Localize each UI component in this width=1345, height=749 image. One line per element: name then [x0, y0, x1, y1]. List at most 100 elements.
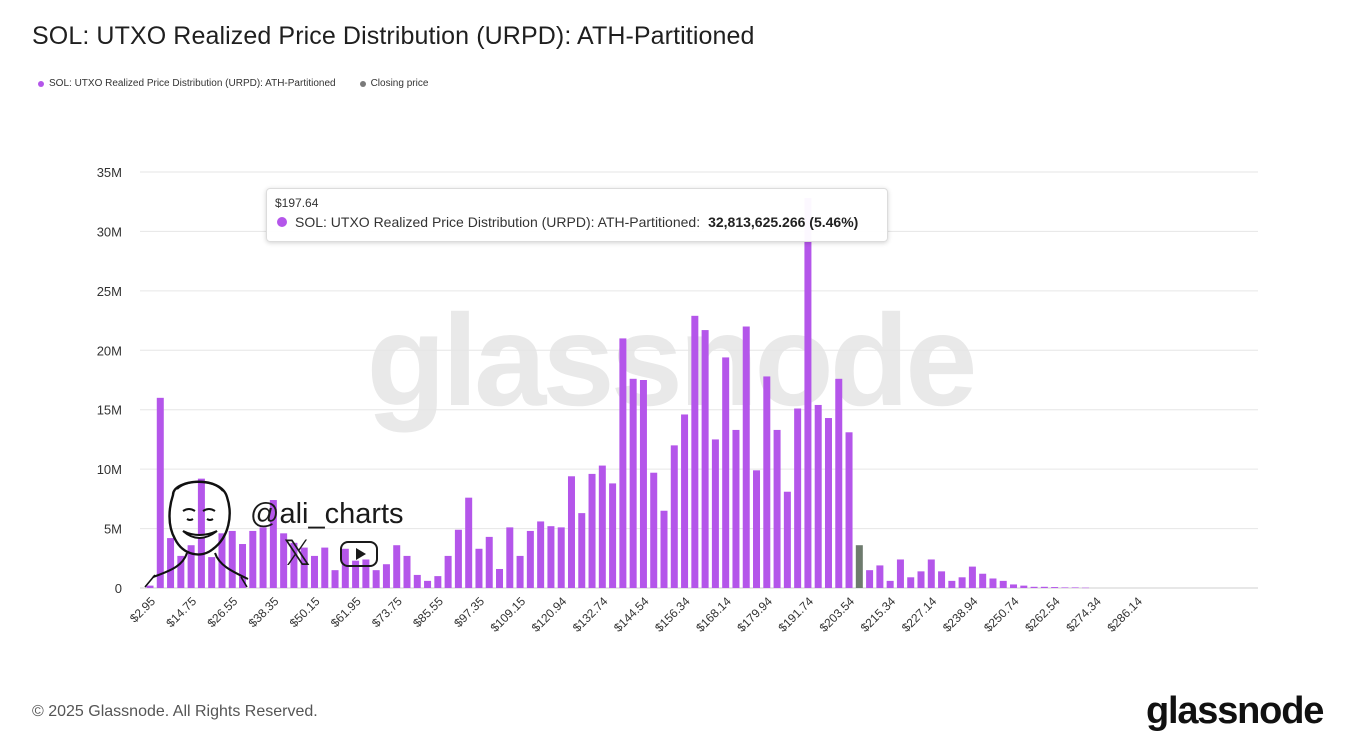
- urpd-bar[interactable]: [239, 544, 247, 588]
- x-tick-label: $144.54: [611, 594, 652, 635]
- urpd-bar[interactable]: [948, 580, 956, 588]
- urpd-bar[interactable]: [1040, 586, 1048, 588]
- urpd-bar[interactable]: [444, 555, 452, 588]
- urpd-bar[interactable]: [454, 529, 462, 588]
- urpd-bar[interactable]: [1030, 586, 1038, 588]
- urpd-bar[interactable]: [927, 559, 935, 588]
- urpd-bar[interactable]: [218, 533, 226, 588]
- urpd-bar[interactable]: [434, 576, 442, 588]
- urpd-bar[interactable]: [475, 548, 483, 588]
- urpd-bar[interactable]: [578, 513, 586, 588]
- urpd-bar[interactable]: [999, 580, 1007, 588]
- urpd-bar[interactable]: [917, 571, 925, 588]
- urpd-bar[interactable]: [526, 530, 534, 588]
- urpd-bar[interactable]: [393, 545, 401, 588]
- urpd-bar[interactable]: [403, 555, 411, 588]
- urpd-bar[interactable]: [382, 564, 390, 588]
- urpd-bar[interactable]: [321, 547, 329, 588]
- urpd-bar[interactable]: [794, 408, 802, 588]
- urpd-bar[interactable]: [783, 491, 791, 588]
- x-tick-label: $274.34: [1063, 594, 1104, 635]
- urpd-bar[interactable]: [824, 418, 832, 588]
- urpd-bar[interactable]: [845, 432, 853, 588]
- urpd-bar[interactable]: [763, 376, 771, 588]
- urpd-bar[interactable]: [711, 439, 719, 588]
- urpd-bar[interactable]: [742, 326, 750, 588]
- urpd-bar[interactable]: [639, 380, 647, 588]
- urpd-bar[interactable]: [485, 536, 493, 588]
- urpd-bar[interactable]: [547, 526, 555, 588]
- urpd-bar[interactable]: [670, 445, 678, 588]
- urpd-bar[interactable]: [331, 570, 339, 588]
- urpd-bar[interactable]: [290, 542, 298, 588]
- urpd-bar[interactable]: [989, 578, 997, 588]
- closing-price-bar[interactable]: [855, 545, 863, 588]
- urpd-bar[interactable]: [1020, 585, 1028, 588]
- urpd-bar[interactable]: [958, 577, 966, 588]
- urpd-bar[interactable]: [146, 585, 154, 588]
- urpd-bar[interactable]: [979, 573, 987, 588]
- urpd-bar[interactable]: [310, 555, 318, 588]
- urpd-bar[interactable]: [1081, 587, 1089, 589]
- urpd-bar[interactable]: [197, 478, 205, 588]
- x-tick-label: $73.75: [369, 594, 405, 630]
- urpd-bar[interactable]: [537, 521, 545, 588]
- urpd-bar[interactable]: [629, 378, 637, 588]
- urpd-bar[interactable]: [465, 497, 473, 588]
- urpd-bar[interactable]: [732, 429, 740, 588]
- urpd-bar[interactable]: [567, 476, 575, 588]
- urpd-bar[interactable]: [866, 570, 874, 588]
- urpd-bar[interactable]: [557, 527, 565, 588]
- urpd-bar[interactable]: [1051, 587, 1059, 588]
- urpd-bar[interactable]: [804, 197, 812, 588]
- urpd-bar[interactable]: [896, 559, 904, 588]
- tooltip-series-label: SOL: UTXO Realized Price Distribution (U…: [295, 214, 701, 230]
- urpd-bar[interactable]: [701, 330, 709, 588]
- urpd-bar[interactable]: [249, 530, 257, 588]
- urpd-bar[interactable]: [876, 565, 884, 588]
- urpd-bar[interactable]: [280, 533, 288, 588]
- urpd-bar[interactable]: [650, 472, 658, 588]
- urpd-bar[interactable]: [516, 555, 524, 588]
- urpd-bar[interactable]: [968, 566, 976, 588]
- urpd-bar[interactable]: [835, 378, 843, 588]
- urpd-bar[interactable]: [208, 557, 216, 588]
- urpd-bar[interactable]: [598, 465, 606, 588]
- urpd-bar[interactable]: [907, 577, 915, 588]
- urpd-bar[interactable]: [167, 538, 175, 588]
- legend-item-closing-price[interactable]: Closing price: [359, 78, 428, 89]
- urpd-bar[interactable]: [938, 571, 946, 588]
- urpd-bar[interactable]: [660, 510, 668, 588]
- urpd-bar[interactable]: [413, 574, 421, 588]
- urpd-bar[interactable]: [187, 545, 195, 588]
- urpd-bar[interactable]: [691, 315, 699, 588]
- urpd-bar[interactable]: [177, 555, 185, 588]
- urpd-bar[interactable]: [372, 570, 380, 588]
- x-tick-label: $26.55: [205, 594, 241, 630]
- urpd-bar[interactable]: [1061, 587, 1069, 588]
- urpd-bar[interactable]: [341, 548, 349, 588]
- urpd-bar[interactable]: [814, 404, 822, 588]
- urpd-bar[interactable]: [773, 429, 781, 588]
- urpd-bar[interactable]: [619, 338, 627, 588]
- urpd-bar[interactable]: [886, 580, 894, 588]
- urpd-bar[interactable]: [362, 559, 370, 588]
- urpd-bar[interactable]: [228, 530, 236, 588]
- urpd-bar[interactable]: [352, 560, 360, 588]
- legend-item-urpd[interactable]: SOL: UTXO Realized Price Distribution (U…: [38, 78, 336, 89]
- urpd-bar[interactable]: [1010, 584, 1018, 588]
- urpd-bar[interactable]: [496, 568, 504, 588]
- urpd-bar[interactable]: [300, 547, 308, 588]
- urpd-bar[interactable]: [722, 357, 730, 588]
- urpd-bar[interactable]: [588, 473, 596, 588]
- urpd-bar[interactable]: [156, 397, 164, 588]
- urpd-bar[interactable]: [259, 527, 267, 588]
- urpd-bar[interactable]: [753, 470, 761, 588]
- urpd-bar[interactable]: [1071, 587, 1079, 588]
- urpd-bar[interactable]: [424, 580, 432, 588]
- tooltip-value: 32,813,625.266 (5.46%): [708, 214, 859, 230]
- urpd-bar[interactable]: [681, 414, 689, 588]
- urpd-bar[interactable]: [269, 500, 277, 588]
- urpd-bar[interactable]: [609, 483, 617, 588]
- urpd-bar[interactable]: [506, 527, 514, 588]
